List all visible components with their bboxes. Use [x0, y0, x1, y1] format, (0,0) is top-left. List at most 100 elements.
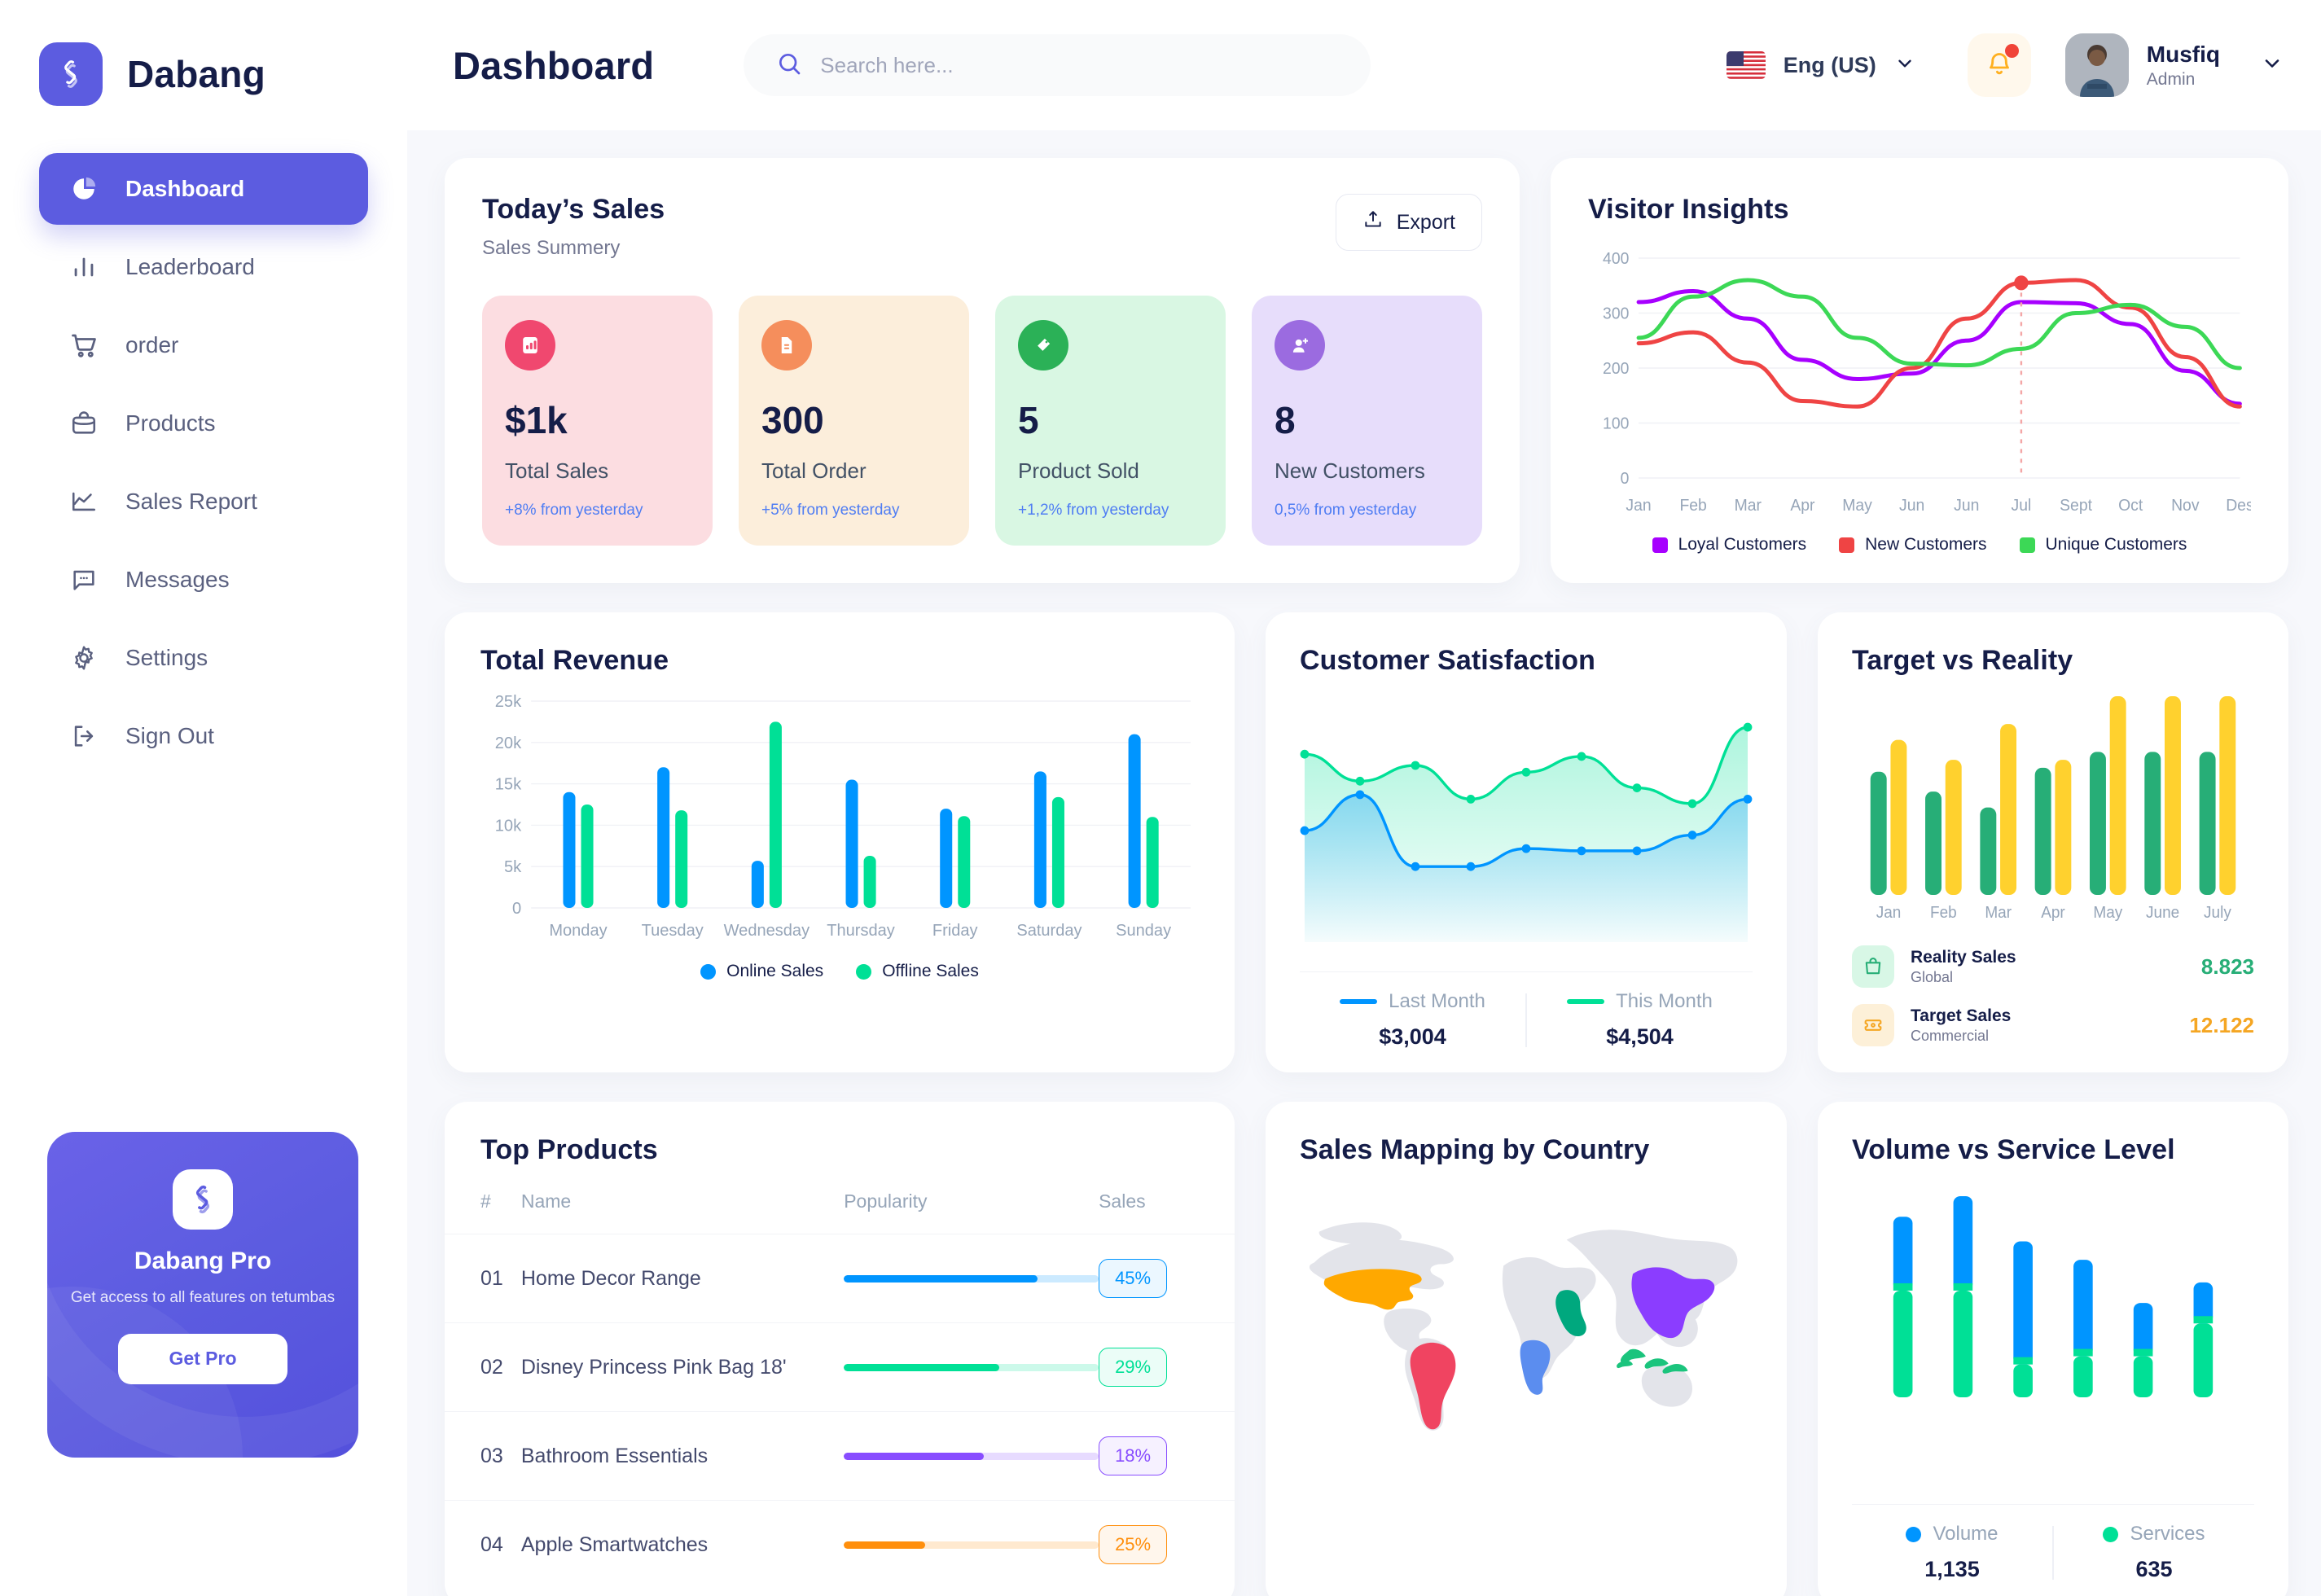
legend-item: Loyal Customers — [1652, 535, 1806, 555]
stat-delta: +5% from yesterday — [761, 502, 900, 519]
svg-text:Feb: Feb — [1679, 497, 1706, 515]
sidebar-item-sales-report[interactable]: Sales Report — [39, 466, 368, 537]
shopping-cart-icon — [67, 328, 101, 362]
dabang-logo-icon — [173, 1169, 233, 1230]
line-marker-icon — [1567, 999, 1605, 1004]
stat-card-new-customers: 8 New Customers 0,5% from yesterday — [1252, 296, 1482, 546]
export-icon — [1362, 209, 1384, 236]
brand[interactable]: Dabang — [0, 0, 407, 106]
notification-badge — [2004, 44, 2019, 58]
stat-card-total-order: 300 Total Order +5% from yesterday — [739, 296, 969, 546]
highlighted-regions — [1323, 1267, 1715, 1430]
product-number: 04 — [445, 1500, 521, 1589]
search-box[interactable] — [744, 34, 1371, 96]
dot-marker-icon — [2103, 1526, 2119, 1542]
top-products-table: # Name Popularity Sales 01 Home Decor Ran… — [445, 1190, 1235, 1589]
search-input[interactable] — [820, 52, 1339, 78]
stat-label: Total Order — [761, 458, 867, 483]
table-row[interactable]: 03 Bathroom Essentials 18% — [445, 1411, 1235, 1501]
legend-services: Services 635 — [2054, 1523, 2254, 1582]
stat-label: Total Sales — [505, 458, 609, 483]
column-header-sales: Sales — [1099, 1190, 1146, 1212]
product-number: 02 — [445, 1322, 521, 1412]
pie-chart-icon — [67, 172, 101, 206]
svg-text:10k: 10k — [495, 817, 522, 835]
svg-text:Feb: Feb — [1930, 904, 1957, 923]
todays-sales-card: Today’s Sales Sales Summery Export — [445, 158, 1520, 583]
sidebar-item-sign-out[interactable]: Sign Out — [39, 700, 368, 772]
svg-text:Wednesday: Wednesday — [724, 922, 809, 940]
sidebar-item-label: Sales Report — [125, 489, 257, 514]
visitor-insights-legend: Loyal Customers New Customers Unique Cus… — [1588, 535, 2251, 555]
sidebar-item-messages[interactable]: Messages — [39, 544, 368, 616]
todays-sales-title: Today’s Sales — [482, 194, 665, 225]
chat-bubble-icon — [67, 563, 101, 597]
user-role: Admin — [2146, 69, 2196, 89]
sidebar-item-products[interactable]: Products — [39, 388, 368, 459]
column-header-num: # — [480, 1190, 491, 1212]
us-flag-icon — [1726, 51, 1766, 79]
table-row[interactable]: 04 Apple Smartwatches 25% — [445, 1500, 1235, 1589]
product-number: 03 — [445, 1411, 521, 1501]
promo-subtitle: Get access to all features on tetumbas — [70, 1289, 336, 1306]
language-label: Eng (US) — [1783, 52, 1876, 77]
target-vs-reality-card: Target vs Reality Jan Feb Mar Apr May June Jul… — [1818, 612, 2288, 1072]
svg-text:Saturday: Saturday — [1016, 922, 1082, 940]
svg-text:Thursday: Thursday — [827, 922, 895, 940]
target-vs-reality-chart: Jan Feb Mar Apr May June July — [1852, 688, 2254, 927]
legend-item: New Customers — [1839, 535, 1987, 555]
svg-text:Apr: Apr — [1790, 497, 1815, 515]
legend-item: Online Sales — [700, 962, 823, 981]
bar-chart-icon — [67, 250, 101, 284]
get-pro-button[interactable]: Get Pro — [118, 1333, 287, 1384]
language-selector[interactable]: Eng (US) — [1726, 51, 1915, 79]
table-header-row: # Name Popularity Sales — [445, 1190, 1235, 1234]
content-row-3: Top Products # Name Popularity Sales 01 H… — [445, 1102, 2288, 1596]
table-row[interactable]: 02 Disney Princess Pink Bag 18' 29% — [445, 1322, 1235, 1412]
sidebar-item-settings[interactable]: Settings — [39, 622, 368, 694]
svg-text:June: June — [2146, 904, 2179, 923]
customer-satisfaction-card: Customer Satisfaction Last Month $3,004 — [1266, 612, 1787, 1072]
sidebar-item-label: Settings — [125, 645, 208, 670]
gear-icon — [67, 641, 101, 675]
export-button[interactable]: Export — [1335, 194, 1482, 251]
svg-text:July: July — [2204, 904, 2231, 923]
search-icon — [776, 50, 802, 81]
product-sales-badge: 29% — [1099, 1322, 1235, 1412]
svg-text:Tuesday: Tuesday — [642, 922, 704, 940]
table-row[interactable]: 01 Home Decor Range 45% — [445, 1234, 1235, 1323]
product-popularity-bar — [844, 1322, 1099, 1412]
product-sales-badge: 45% — [1099, 1234, 1235, 1323]
svg-text:Monday: Monday — [549, 922, 607, 940]
world-map[interactable] — [1300, 1187, 1753, 1436]
stat-value: 5 — [1018, 399, 1039, 441]
svg-text:Jun: Jun — [1954, 497, 1979, 515]
product-number: 01 — [445, 1234, 521, 1323]
notifications-button[interactable] — [1967, 33, 2031, 97]
target-vs-reality-title: Target vs Reality — [1852, 645, 2073, 676]
file-order-icon — [761, 320, 812, 370]
stat-label: New Customers — [1275, 458, 1425, 483]
svg-text:15k: 15k — [495, 776, 522, 794]
user-profile-menu[interactable]: Musfiq Admin — [2064, 33, 2284, 97]
svg-text:0: 0 — [512, 900, 521, 918]
sidebar-item-label: Leaderboard — [125, 254, 255, 279]
top-header: Dashboard — [407, 0, 2321, 130]
volume-vs-service-chart — [1852, 1166, 2254, 1504]
sidebar-item-leaderboard[interactable]: Leaderboard — [39, 231, 368, 303]
total-revenue-card: Total Revenue 0 5k 10k 15k 20k 25k Monday Tuesd… — [445, 612, 1235, 1072]
dabang-pro-promo-card: Dabang Pro Get access to all features on… — [47, 1132, 358, 1458]
page-title: Dashboard — [453, 43, 655, 87]
region-china — [1631, 1267, 1715, 1339]
line-marker-icon — [1340, 999, 1378, 1004]
sidebar-item-order[interactable]: order — [39, 309, 368, 381]
sidebar-item-dashboard[interactable]: Dashboard — [39, 153, 368, 225]
brand-name: Dabang — [127, 53, 265, 95]
chart-card-icon — [505, 320, 555, 370]
bag-icon — [1852, 945, 1894, 988]
sign-out-icon — [67, 719, 101, 753]
svg-text:100: 100 — [1603, 414, 1629, 432]
customer-satisfaction-title: Customer Satisfaction — [1300, 645, 1595, 676]
top-products-title: Top Products — [480, 1134, 658, 1165]
